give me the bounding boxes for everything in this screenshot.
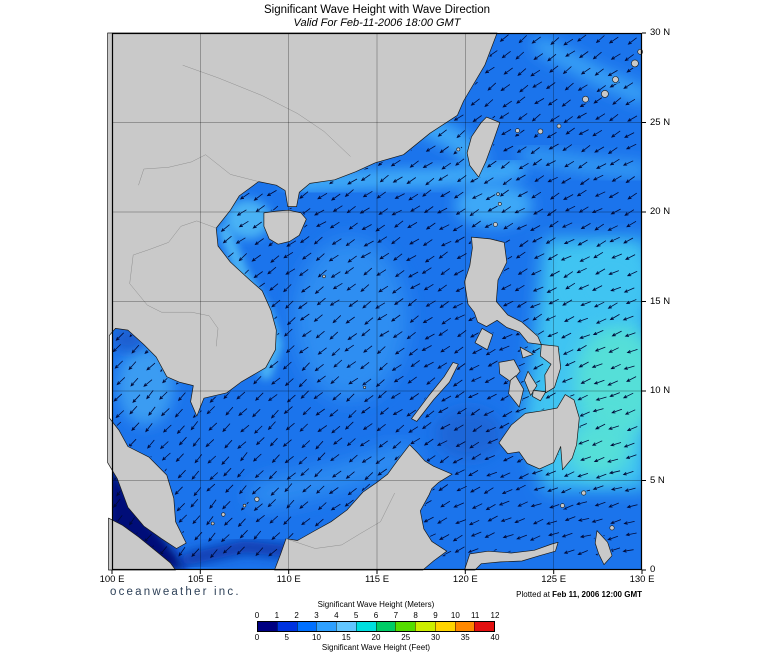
legend-meters-tick: 3 (314, 611, 319, 620)
legend-feet-tick: 40 (490, 633, 500, 642)
oceanweather-logo: oceanweather inc. (110, 586, 241, 598)
colorbar-segment (454, 622, 475, 631)
legend-meters-tick: 5 (353, 611, 359, 620)
legend-feet-tick: 15 (341, 633, 351, 642)
legend-meters-tick: 2 (294, 611, 299, 620)
legend-feet-scale: 0 5 10 15 20 25 30 35 40 (254, 633, 500, 643)
legend-meters-tick: 12 (490, 611, 500, 620)
legend-meters-tick: 1 (274, 611, 280, 620)
x-tick-label: 105 E (187, 574, 213, 585)
colorbar-segment (296, 622, 317, 631)
legend-meters-tick: 11 (471, 611, 480, 620)
plot-timestamp: Plotted at Feb 11, 2006 12:00 GMT (516, 590, 642, 599)
colorbar-segment (316, 622, 336, 631)
legend-feet-tick: 20 (371, 633, 381, 642)
colorbar-segment (375, 622, 396, 631)
x-tick-label: 120 E (452, 574, 478, 585)
colorbar-segment (276, 622, 297, 631)
y-tick-label: 10 N (650, 385, 671, 396)
legend-meters-tick: 0 (254, 611, 260, 620)
y-tick-label: 30 N (650, 27, 671, 38)
colorbar-segment (434, 622, 455, 631)
colorbar-segment (474, 622, 494, 631)
legend-meters-tick: 8 (413, 611, 418, 620)
legend-feet-tick: 0 (254, 633, 260, 642)
x-tick-label: 130 E (629, 574, 655, 585)
legend-meters-tick: 4 (334, 611, 339, 620)
legend-meters-label: Significant Wave Height (Meters) (317, 600, 435, 609)
y-tick-label: 15 N (650, 295, 671, 307)
wave-direction-arrows (112, 33, 638, 559)
legend-meters-tick: 10 (450, 611, 460, 620)
x-tick-label: 100 E (99, 574, 125, 585)
legend-colorbar (257, 621, 495, 632)
legend-feet-tick: 30 (431, 633, 440, 642)
plotted-prefix: Plotted at (516, 590, 550, 599)
colorbar-segment (258, 622, 277, 631)
legend-meters-tick: 9 (433, 611, 438, 620)
legend-meters-tick: 6 (373, 611, 379, 620)
legend-feet-tick: 35 (460, 633, 470, 642)
plotted-date: Feb 11, 2006 12:00 GMT (552, 590, 642, 599)
wave-map-svg (107, 32, 646, 574)
x-tick-label: 110 E (276, 574, 301, 585)
x-tick-label: 115 E (364, 574, 390, 585)
y-tick-label: 20 N (650, 206, 671, 217)
y-tick-label: 25 N (650, 116, 671, 128)
legend-meters-tick: 7 (393, 611, 399, 620)
colorbar-segment (336, 622, 356, 631)
legend-feet-tick: 10 (312, 633, 321, 642)
y-tick-label: 5 N (650, 474, 665, 486)
colorbar-segment (395, 622, 415, 631)
legend-feet-label: Significant Wave Height (Feet) (321, 643, 431, 652)
legend-feet-tick: 5 (284, 633, 289, 642)
y-tick-label: 0 (650, 564, 656, 575)
map-title: Significant Wave Height with Wave Direct… (263, 4, 491, 16)
x-tick-label: 125 E (541, 574, 567, 585)
colorbar-segment (355, 622, 376, 631)
colorbar-segment (415, 622, 435, 631)
legend-meters-scale: 0 1 2 3 4 5 6 7 8 9 10 11 12 (254, 611, 500, 621)
map-valid-time: Valid For Feb-11-2006 18:00 GMT (293, 17, 461, 29)
map-plot (107, 32, 646, 574)
legend-feet-tick: 25 (401, 633, 411, 642)
